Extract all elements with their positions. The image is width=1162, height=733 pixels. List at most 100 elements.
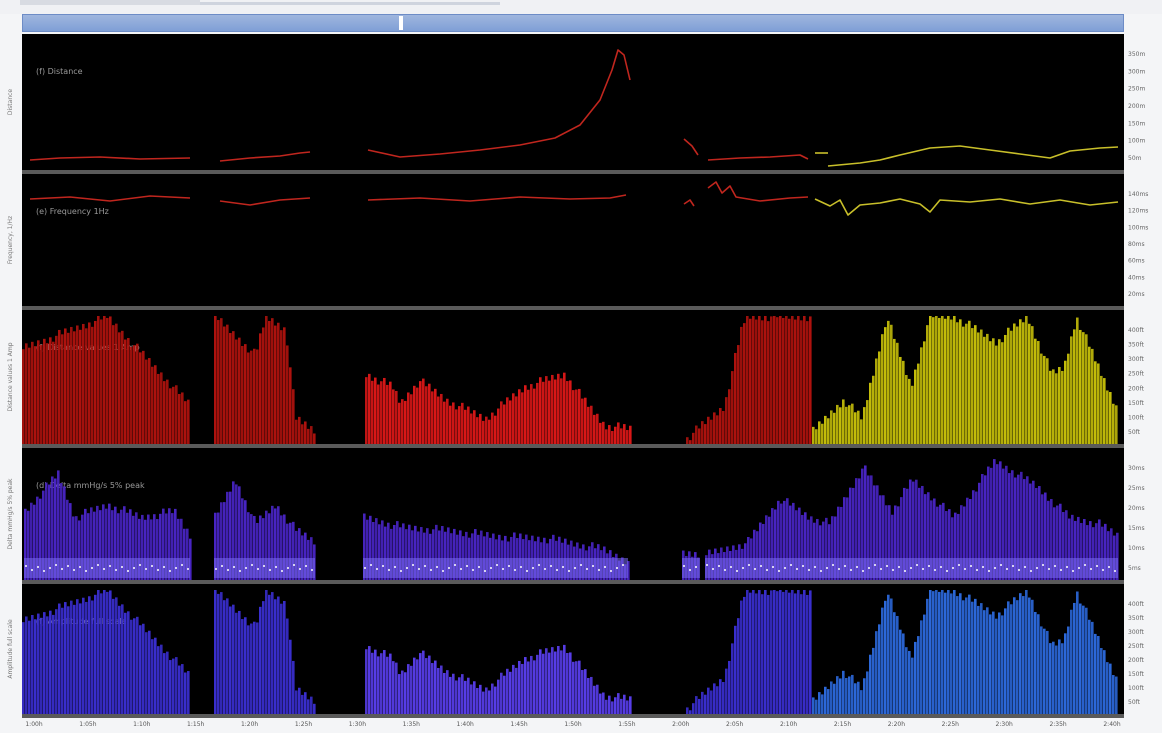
- bar: [419, 381, 422, 444]
- data-dot: [73, 569, 75, 571]
- panel-4: (d) Delta mmHg/s 5% peak Delta mmHg/s 5% …: [7, 459, 1145, 584]
- bar: [277, 506, 280, 580]
- bar: [887, 320, 890, 444]
- bar: [1014, 477, 1017, 580]
- panel-1: (f) Distance Distance 350m 300m 250m 200m 150m…: [7, 49, 1145, 174]
- bar: [407, 664, 410, 714]
- data-dot: [1000, 564, 1002, 566]
- data-dot: [952, 567, 954, 569]
- bar: [785, 590, 788, 714]
- bar: [863, 407, 866, 444]
- bar: [584, 397, 587, 444]
- bar: [909, 479, 912, 580]
- bar: [127, 338, 130, 444]
- bar: [1058, 367, 1061, 444]
- data-dot: [982, 566, 984, 568]
- bar: [812, 426, 815, 444]
- bar: [980, 329, 983, 444]
- data-dot: [880, 568, 882, 570]
- bar: [548, 380, 551, 444]
- bar: [223, 502, 226, 580]
- data-dot: [109, 565, 111, 567]
- bar: [467, 406, 470, 444]
- bar: [1043, 355, 1046, 444]
- data-dot: [736, 570, 738, 572]
- bar: [1077, 516, 1080, 580]
- bar: [557, 373, 560, 444]
- x-tick-label: 1:35h: [403, 721, 420, 728]
- chart-area: (f) Distance Distance 350m 300m 250m 200m 150m…: [0, 32, 1162, 729]
- bar: [414, 525, 417, 580]
- bar: [380, 653, 383, 714]
- x-tick-label: 1:10h: [133, 721, 150, 728]
- bar: [130, 346, 133, 444]
- bar: [521, 392, 524, 444]
- bar: [869, 382, 872, 444]
- bar: [280, 603, 283, 714]
- bar: [91, 326, 94, 444]
- bar: [226, 491, 229, 580]
- series-line: [683, 138, 699, 156]
- bar: [405, 529, 408, 580]
- bar: [983, 336, 986, 444]
- bar: [948, 509, 951, 580]
- x-tick-label: 1:45h: [510, 721, 527, 728]
- bar: [223, 600, 226, 714]
- data-dot: [472, 569, 474, 571]
- bar: [1082, 605, 1085, 714]
- bar: [24, 508, 27, 580]
- bar: [842, 670, 845, 714]
- bar: [764, 316, 767, 444]
- series-line: [683, 199, 695, 207]
- bar: [37, 613, 40, 714]
- y-tick-label: 50m: [1128, 155, 1142, 162]
- bar: [800, 594, 803, 714]
- bar: [78, 520, 81, 580]
- bar: [428, 383, 431, 444]
- data-dot: [622, 564, 624, 566]
- bar: [824, 415, 827, 444]
- timeline-handle[interactable]: [399, 16, 403, 30]
- bar: [1035, 487, 1038, 580]
- bar: [992, 338, 995, 444]
- bar: [716, 686, 719, 714]
- bar: [1022, 596, 1025, 714]
- bar: [926, 598, 929, 714]
- bar: [939, 504, 942, 580]
- bar: [1043, 628, 1046, 714]
- bar: [372, 521, 375, 580]
- bar: [274, 508, 277, 580]
- bar: [896, 342, 899, 444]
- bar: [962, 326, 965, 444]
- bar: [482, 420, 485, 444]
- bar: [929, 590, 932, 714]
- data-dot: [1030, 570, 1032, 572]
- bar: [476, 688, 479, 714]
- bar: [956, 596, 959, 714]
- bar: [977, 605, 980, 714]
- bar: [28, 347, 31, 444]
- bar: [429, 533, 432, 580]
- bar: [473, 410, 476, 444]
- bar: [384, 526, 387, 580]
- bar: [806, 594, 809, 714]
- bar: [453, 528, 456, 580]
- bar: [393, 524, 396, 580]
- bar: [416, 659, 419, 714]
- bar: [160, 644, 163, 714]
- bar: [175, 385, 178, 444]
- data-dot: [424, 565, 426, 567]
- bar: [900, 497, 903, 580]
- bar: [163, 653, 166, 714]
- bar: [229, 333, 232, 444]
- bar: [75, 516, 78, 580]
- bar: [235, 612, 238, 714]
- y-tick-label: 25ms: [1128, 485, 1145, 492]
- data-dot: [394, 566, 396, 568]
- bar: [238, 610, 241, 714]
- bar: [298, 416, 301, 444]
- bar: [96, 505, 99, 580]
- data-dot: [1012, 565, 1014, 567]
- bar: [1040, 353, 1043, 444]
- timeline-scrollbar[interactable]: [22, 14, 1124, 32]
